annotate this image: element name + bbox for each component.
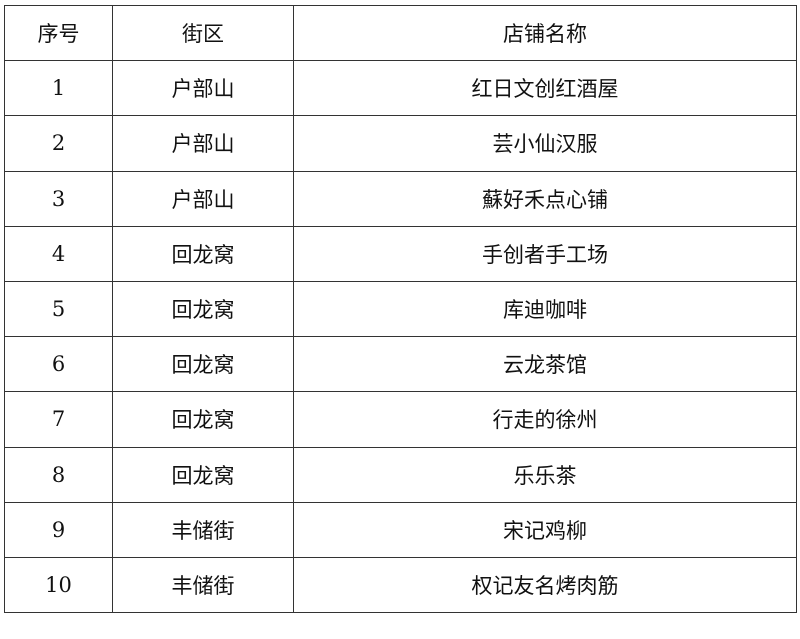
cell-district: 回龙窝 bbox=[112, 391, 294, 448]
cell-shop-name: 宋记鸡柳 bbox=[293, 501, 797, 558]
cell-shop-name: 蘇好禾点心铺 bbox=[293, 170, 797, 227]
cell-district: 户部山 bbox=[112, 60, 294, 117]
cell-index: 5 bbox=[4, 280, 113, 338]
table-row: 2 户部山 芸小仙汉服 bbox=[4, 115, 797, 172]
header-district: 街区 bbox=[112, 4, 294, 62]
table-row: 4 回龙窝 手创者手工场 bbox=[4, 225, 797, 282]
cell-district: 丰储街 bbox=[112, 501, 294, 558]
cell-district: 回龙窝 bbox=[112, 225, 294, 282]
shop-table: 序号 街区 店铺名称 1 户部山 红日文创红酒屋 2 户部山 芸小仙汉服 3 户部山 蘇好禾点心… bbox=[4, 4, 797, 614]
header-shop-name: 店铺名称 bbox=[293, 4, 797, 62]
cell-index: 7 bbox=[4, 391, 113, 448]
table-row: 8 回龙窝 乐乐茶 bbox=[4, 446, 797, 503]
cell-index: 6 bbox=[4, 336, 113, 393]
cell-district: 回龙窝 bbox=[112, 446, 294, 503]
cell-shop-name: 库迪咖啡 bbox=[293, 280, 797, 338]
cell-shop-name: 行走的徐州 bbox=[293, 391, 797, 448]
header-row: 序号 街区 店铺名称 bbox=[4, 4, 797, 62]
cell-index: 8 bbox=[4, 446, 113, 503]
cell-index: 1 bbox=[4, 60, 113, 117]
cell-shop-name: 红日文创红酒屋 bbox=[293, 60, 797, 117]
cell-district: 户部山 bbox=[112, 115, 294, 172]
cell-shop-name: 手创者手工场 bbox=[293, 225, 797, 282]
cell-district: 回龙窝 bbox=[112, 336, 294, 393]
table-row: 7 回龙窝 行走的徐州 bbox=[4, 391, 797, 448]
table-row: 5 回龙窝 库迪咖啡 bbox=[4, 280, 797, 338]
cell-index: 9 bbox=[4, 501, 113, 558]
cell-district: 户部山 bbox=[112, 170, 294, 227]
cell-shop-name: 芸小仙汉服 bbox=[293, 115, 797, 172]
table-row: 6 回龙窝 云龙茶馆 bbox=[4, 336, 797, 393]
cell-shop-name: 云龙茶馆 bbox=[293, 336, 797, 393]
cell-index: 4 bbox=[4, 225, 113, 282]
table-row: 10 丰储街 权记友名烤肉筋 bbox=[4, 556, 797, 614]
cell-shop-name: 权记友名烤肉筋 bbox=[293, 556, 797, 614]
cell-district: 回龙窝 bbox=[112, 280, 294, 338]
cell-district: 丰储街 bbox=[112, 556, 294, 614]
cell-index: 10 bbox=[4, 556, 113, 614]
table-row: 1 户部山 红日文创红酒屋 bbox=[4, 60, 797, 117]
table-row: 3 户部山 蘇好禾点心铺 bbox=[4, 170, 797, 227]
header-index: 序号 bbox=[4, 4, 113, 62]
cell-index: 2 bbox=[4, 115, 113, 172]
cell-shop-name: 乐乐茶 bbox=[293, 446, 797, 503]
cell-index: 3 bbox=[4, 170, 113, 227]
table-row: 9 丰储街 宋记鸡柳 bbox=[4, 501, 797, 558]
